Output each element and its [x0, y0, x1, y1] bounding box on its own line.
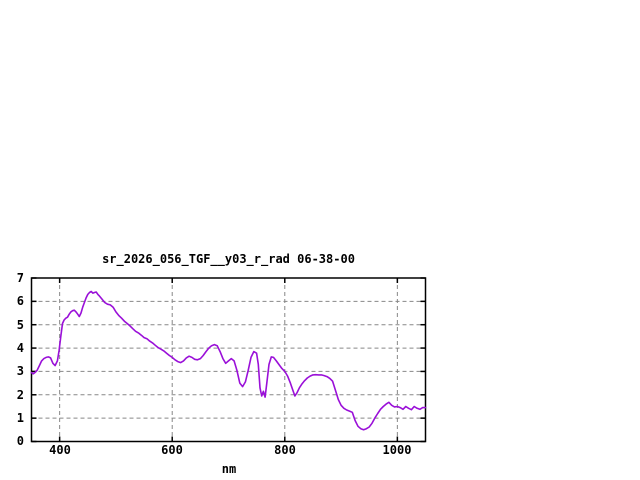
y-tick-label-4: 4: [16, 341, 24, 355]
y-tick-label-3: 3: [16, 364, 24, 378]
x-tick-label-800: 800: [274, 443, 296, 457]
x-tick-label-600: 600: [161, 443, 183, 457]
y-tick-label-6: 6: [16, 294, 24, 308]
x-tick-label-1000: 1000: [382, 443, 412, 457]
chart-title: sr_2026_056_TGF__y03_r_rad 06-38-00: [102, 252, 355, 266]
x-tick-label-400: 400: [49, 443, 71, 457]
y-tick-label-0: 0: [16, 434, 24, 448]
y-tick-label-2: 2: [16, 388, 24, 402]
x-axis-label: nm: [221, 462, 237, 476]
y-tick-label-1: 1: [16, 411, 24, 425]
plot-frame: [30, 277, 427, 443]
radiance-curve: [30, 290, 427, 431]
y-tick-label-7: 7: [16, 271, 24, 285]
y-tick-label-5: 5: [16, 318, 24, 332]
